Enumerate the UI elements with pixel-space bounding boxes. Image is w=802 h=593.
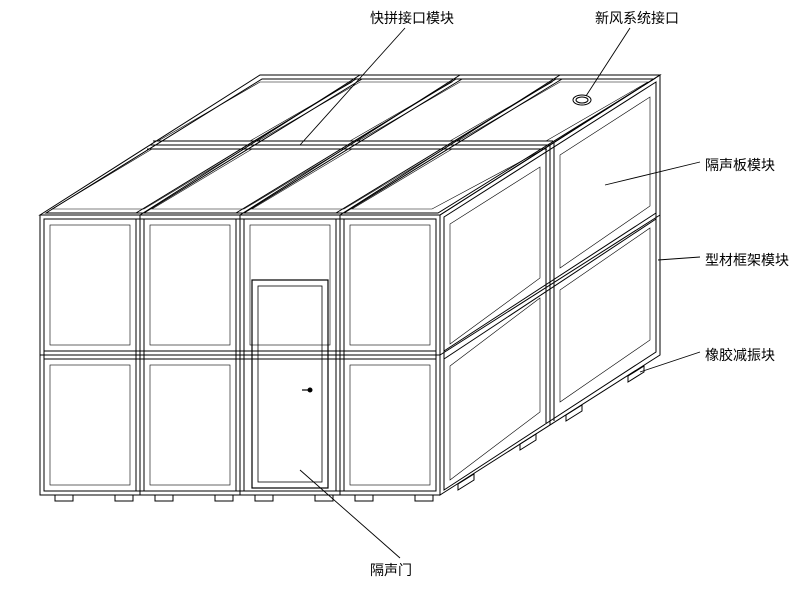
front-grid	[40, 215, 440, 495]
diagram-canvas	[0, 0, 802, 593]
label-rubber-damper: 橡胶减振块	[705, 345, 775, 365]
label-sound-door: 隔声门	[370, 560, 412, 580]
top-grid	[52, 75, 648, 215]
rubber-dampers	[55, 366, 644, 501]
label-quick-connect: 快拼接口模块	[370, 8, 454, 28]
label-sound-panel: 隔声板模块	[705, 155, 775, 175]
label-fresh-air: 新风系统接口	[595, 8, 679, 28]
side-grid	[440, 97, 660, 480]
sound-door	[252, 280, 328, 488]
leader-lines	[300, 28, 700, 558]
label-profile-frame: 型材框架模块	[705, 250, 789, 270]
